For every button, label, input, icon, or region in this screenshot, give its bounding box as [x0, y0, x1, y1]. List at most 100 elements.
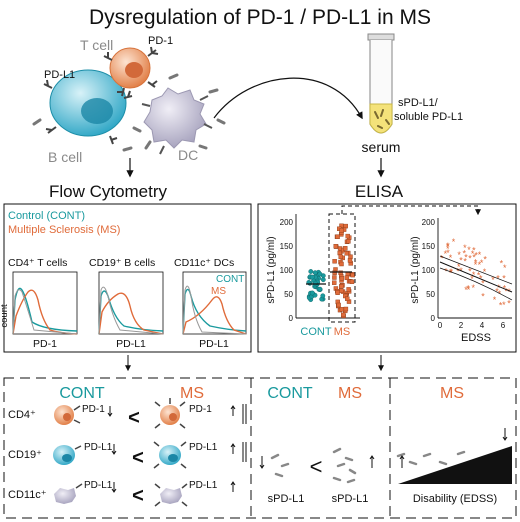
ms-point	[332, 270, 337, 275]
legend-ms: Multiple Sclerosis (MS)	[8, 224, 120, 236]
tube-label-1: sPD-L1/	[398, 97, 439, 109]
edss-point: *	[499, 301, 503, 311]
edss-point: *	[493, 295, 497, 305]
hist3-cont-line	[182, 288, 247, 335]
disability-wedge	[398, 446, 512, 484]
ms-points	[332, 223, 355, 319]
xtick2-6: 6	[501, 321, 506, 330]
edss-point: *	[464, 285, 468, 295]
hist1-x-label: PD-1	[33, 338, 57, 350]
cont-point	[312, 280, 318, 286]
ms-point	[333, 243, 338, 249]
inset-ms-label: MS	[211, 286, 226, 297]
row2-ms-marker: PD-L1	[189, 442, 218, 453]
ms-point	[338, 254, 343, 260]
cd11c-ms-cell-icon	[154, 483, 188, 507]
edss-point: *	[478, 250, 482, 260]
hist2-title: CD19⁺ B cells	[89, 257, 155, 269]
row-cd11c-label: CD11c⁺	[8, 489, 47, 501]
ms-point	[345, 296, 350, 301]
ytick1-100: 100	[280, 266, 294, 275]
edss-point: *	[491, 275, 495, 285]
row3-ms-marker: PD-L1	[189, 480, 218, 491]
xtick2-0: 0	[438, 321, 443, 330]
ci-lower	[439, 267, 513, 301]
edss-point: *	[497, 283, 501, 293]
elisa-yticks-1: 0 50 100 150 200	[280, 218, 294, 323]
cont-point	[320, 277, 326, 283]
edss-point: *	[456, 266, 460, 276]
elisa-ylabel-2: sPD-L1 (pg/ml)	[410, 236, 421, 303]
edss-point: *	[464, 252, 468, 262]
cat-ms-label: MS	[334, 326, 351, 338]
edss-point: *	[457, 250, 461, 260]
spdl1-cont-molecules	[270, 453, 290, 478]
edss-point: *	[472, 253, 476, 263]
ms-point	[336, 302, 341, 308]
ms-point	[332, 259, 337, 264]
edss-point: *	[467, 245, 471, 255]
edss-point: *	[472, 246, 476, 256]
ms-point	[345, 233, 350, 239]
row1-cont-marker: PD-1	[82, 404, 105, 415]
ms-point	[339, 288, 344, 293]
ms-point	[343, 306, 349, 312]
spdl1-ms-molecules	[332, 447, 357, 484]
ms-point	[337, 250, 342, 256]
ytick2-0: 0	[431, 314, 436, 323]
edss-point: *	[498, 289, 502, 299]
hist-y-label: count	[0, 304, 10, 328]
test-tube-icon	[367, 33, 395, 134]
edss-point: *	[446, 242, 450, 252]
down-arrow-icon	[107, 406, 113, 417]
hist2-iso-line	[98, 286, 164, 335]
pdl1-label: PD-L1	[44, 69, 75, 81]
edss-point: *	[474, 260, 478, 270]
curved-arrow	[213, 77, 363, 120]
t-cell-label: T cell	[80, 37, 113, 53]
up-arrow-icon	[369, 455, 375, 468]
edss-point: *	[452, 237, 456, 247]
edss-point: *	[503, 283, 507, 293]
summary-panel	[3, 377, 517, 519]
edss-point: *	[502, 273, 506, 283]
ytick2-50: 50	[426, 290, 435, 299]
ci-upper	[439, 255, 513, 285]
ms-point	[339, 276, 345, 281]
b-cell-icon	[43, 69, 133, 145]
less-than-3: <	[132, 485, 144, 507]
ms-point	[339, 228, 344, 233]
less-than-2: <	[132, 447, 144, 469]
ms-point	[344, 251, 349, 256]
ytick1-200: 200	[280, 218, 294, 227]
ms-point	[346, 239, 351, 244]
edss-point: *	[504, 286, 508, 296]
spdl1-less-than: <	[310, 454, 323, 479]
row-cd19-label: CD19⁺	[8, 449, 42, 461]
flow-cytometry-title: Flow Cytometry	[49, 182, 168, 201]
dc-icon	[141, 87, 213, 155]
ms-point	[341, 312, 346, 318]
edss-point: *	[449, 253, 453, 263]
figure-title: Dysregulation of PD-1 / PD-L1 in MS	[89, 6, 431, 29]
edss-point: *	[444, 249, 448, 259]
histogram-cd11c	[182, 271, 247, 335]
edss-point: *	[440, 253, 444, 263]
cont-point	[317, 271, 323, 277]
xtick2-4: 4	[480, 321, 485, 330]
down-arrow-icon	[259, 456, 265, 469]
up-arrow-icon	[230, 481, 236, 492]
edss-point: *	[463, 243, 467, 253]
elisa-title: ELISA	[355, 182, 404, 201]
t-cell-icon	[103, 46, 159, 97]
ms-point	[347, 258, 353, 263]
edss-point: *	[463, 248, 467, 258]
edss-point: *	[467, 285, 471, 295]
up-arrow-icon	[399, 455, 405, 468]
cont-point	[320, 293, 326, 299]
histogram-cd4	[12, 271, 78, 335]
serum-label: serum	[362, 139, 401, 155]
edss-point: *	[468, 266, 472, 276]
summary-cont: CONT	[59, 385, 105, 402]
ms-point	[343, 246, 348, 251]
